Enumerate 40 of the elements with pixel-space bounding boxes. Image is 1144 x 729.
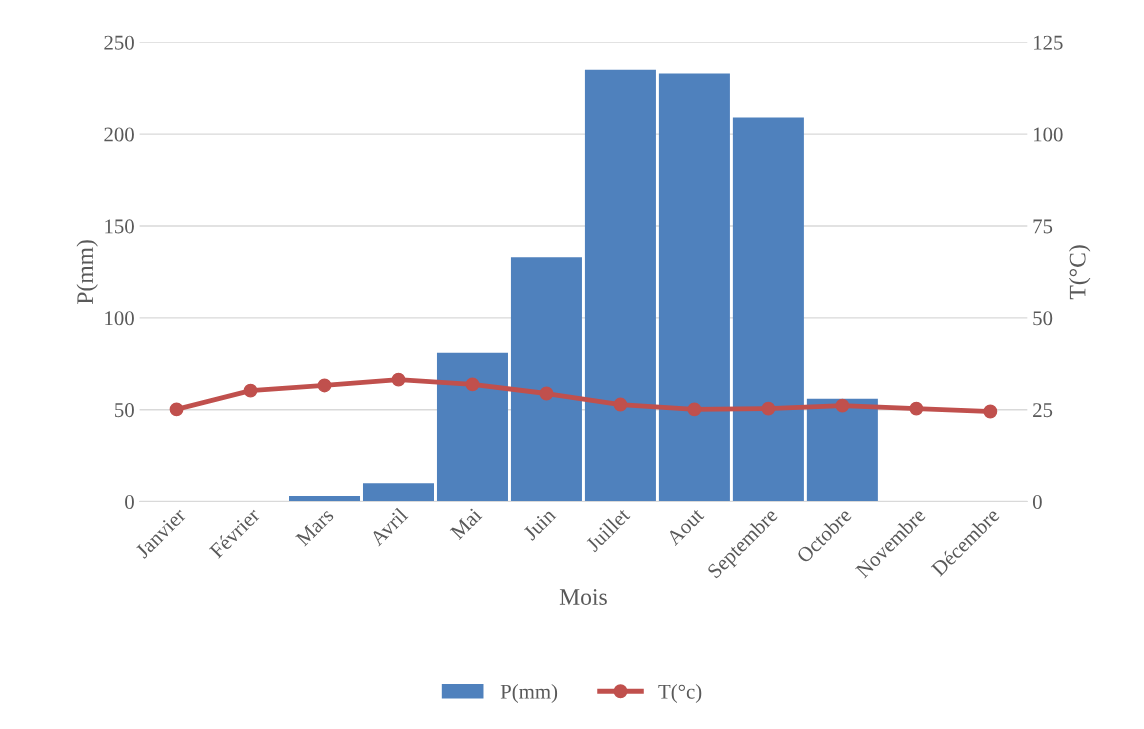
y-tick-label: 150: [105, 219, 134, 234]
legend-label: T(°c): [658, 684, 702, 703]
x-tick-label: Mai: [449, 507, 483, 541]
y-tick-label: 50: [115, 403, 134, 418]
x-axis-title: Mois: [559, 589, 607, 605]
point: [613, 397, 628, 412]
y2-axis-title: T(°C): [1068, 245, 1091, 300]
bar: [289, 496, 361, 502]
y-tick-label: 100: [105, 311, 134, 326]
y2-tick-label: 50: [1033, 311, 1053, 326]
point: [317, 378, 332, 393]
x-tick-label: Juin: [522, 507, 557, 542]
bar: [806, 398, 878, 502]
point: [835, 398, 850, 413]
point: [465, 377, 480, 392]
point: [983, 404, 998, 419]
point: [761, 401, 776, 416]
bar: [732, 117, 804, 502]
y-tick-label: 250: [104, 35, 134, 50]
y2-tick-label: 125: [1034, 35, 1063, 50]
y-tick-label: 200: [104, 127, 134, 142]
y2-tick-label: 100: [1034, 127, 1063, 142]
legend-label: P(mm): [500, 684, 558, 703]
bar: [436, 352, 508, 502]
y-tick-label: 0: [125, 494, 134, 509]
y2-tick-label: 0: [1032, 494, 1042, 509]
point: [243, 383, 258, 398]
bar: [510, 257, 582, 502]
y-axis-title: P(mm): [76, 240, 98, 305]
point: [909, 401, 924, 416]
x-tick-label: Mars: [295, 507, 335, 547]
bar: [584, 69, 656, 502]
bar: [362, 483, 434, 502]
point: [391, 372, 406, 387]
bar: [658, 73, 730, 502]
point: [539, 386, 554, 401]
point: [687, 402, 702, 417]
point: [169, 402, 184, 417]
y2-tick-label: 75: [1033, 219, 1053, 234]
y2-tick-label: 25: [1033, 403, 1053, 418]
